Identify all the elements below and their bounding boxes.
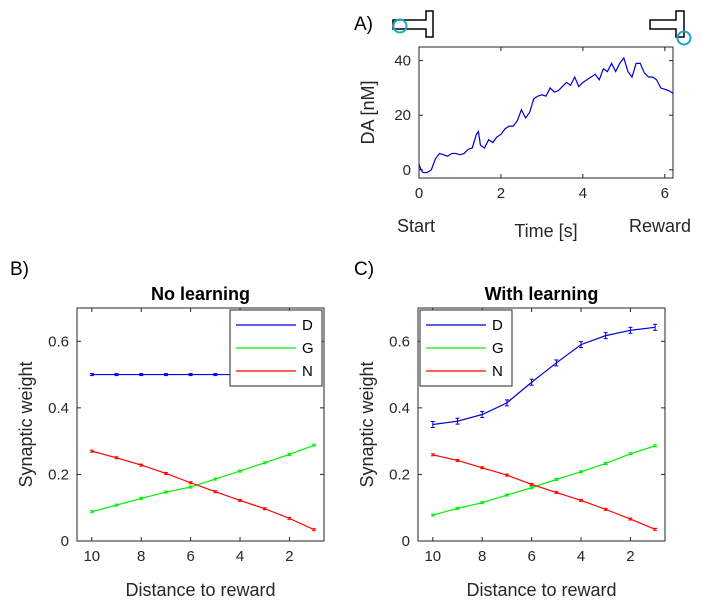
x-axis-label: Distance to reward: [125, 580, 275, 600]
panel-label: A): [354, 14, 373, 35]
x-axis-label: Time [s]: [514, 221, 577, 241]
x-tick-label: 6: [186, 548, 194, 565]
x-tick-label: 2: [285, 548, 293, 565]
legend-label-G: G: [492, 340, 504, 357]
x-annotation-start: Start: [397, 216, 435, 236]
panel-c: C) With learning 10 8 6 4 2 0 0.2 0.4 0.6 Distance …: [354, 259, 666, 600]
x-tick-label: 6: [661, 185, 669, 202]
panel-title: With learning: [485, 284, 599, 304]
y-tick-label: 0.2: [48, 466, 69, 483]
y-tick-label: 0.4: [48, 400, 69, 417]
position-marker: [392, 18, 408, 34]
legend-label-D: D: [302, 317, 313, 334]
panel-label: C): [354, 259, 374, 280]
position-marker: [676, 30, 692, 46]
start-position-maze-icon: [392, 10, 434, 38]
x-tick-label: 10: [83, 548, 100, 565]
x-tick-label: 8: [478, 548, 486, 565]
series-line-G: [432, 445, 656, 516]
legend-label-D: D: [492, 317, 503, 334]
x-tick-label: 2: [626, 548, 634, 565]
y-axis-label: Synaptic weight: [16, 361, 36, 487]
panel-label: B): [10, 259, 29, 280]
x-tick-label: 10: [424, 548, 441, 565]
axes-box: [76, 307, 325, 542]
series-line-N: [432, 454, 656, 530]
x-tick-label: 4: [236, 548, 244, 565]
y-tick-label: 0: [61, 533, 69, 550]
series-line-D: [432, 326, 656, 426]
x-axis-label: Distance to reward: [466, 580, 616, 600]
series-line-G: [91, 444, 315, 513]
panel-b: B) No learning 10 8 6 4 2 0 0.2 0.4 0.6 Distance to…: [10, 259, 325, 600]
y-tick-label: 0: [402, 533, 410, 550]
y-tick-label: 20: [394, 107, 411, 124]
x-annotation-end: Reward: [629, 216, 691, 236]
maze-outline: [649, 10, 685, 38]
y-tick-label: 40: [394, 53, 411, 70]
x-tick-label: 8: [137, 548, 145, 565]
x-tick-label: 0: [415, 185, 423, 202]
maze-outline: [392, 10, 434, 38]
y-axis-label: Synaptic weight: [357, 361, 377, 487]
x-tick-label: 6: [527, 548, 535, 565]
legend: DGN: [419, 309, 513, 387]
da-trace-line: [418, 56, 674, 174]
x-tick-label: 4: [579, 185, 587, 202]
y-tick-label: 0.2: [389, 466, 410, 483]
y-tick-label: 0.6: [48, 333, 69, 350]
series-line-N: [91, 450, 315, 531]
legend-label-N: N: [492, 363, 503, 380]
axes-box: [418, 46, 674, 179]
x-tick-label: 2: [497, 185, 505, 202]
panel-title: No learning: [151, 284, 250, 304]
y-tick-label: 0.6: [389, 333, 410, 350]
legend-label-N: N: [302, 363, 313, 380]
y-axis-label: DA [nM]: [358, 80, 378, 144]
y-tick-label: 0: [403, 162, 411, 179]
legend-label-G: G: [302, 340, 314, 357]
panel-a: A) 0 2 4 6 0 20 40 Time [s] DA [nM] Start Reward: [354, 10, 692, 241]
y-tick-label: 0.4: [389, 400, 410, 417]
x-tick-label: 4: [577, 548, 585, 565]
axes-box: [417, 307, 666, 542]
legend: DGN: [229, 309, 323, 387]
reward-position-maze-icon: [649, 10, 692, 46]
